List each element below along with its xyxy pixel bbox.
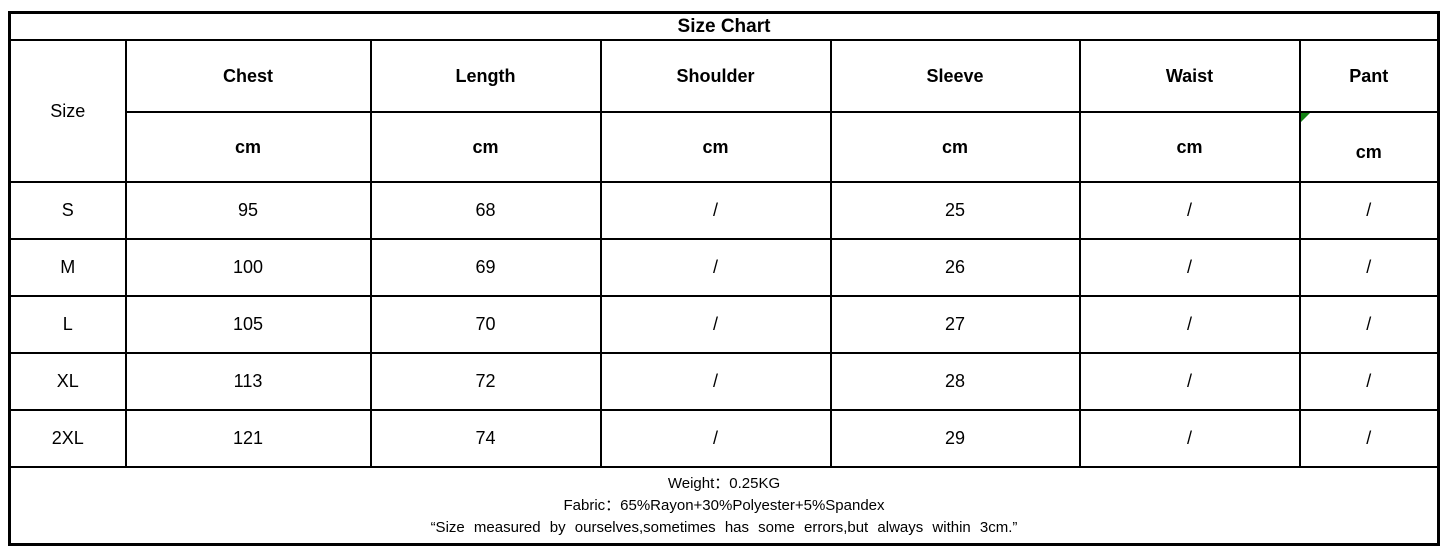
table-row-2xl: 2XL 121 74 / 29 / / (8, 409, 1440, 468)
size-cell: XL (8, 352, 127, 411)
length-value: 72 (369, 352, 602, 411)
sleeve-value: 28 (829, 352, 1081, 411)
waist-value: / (1078, 295, 1301, 354)
table-title: Size Chart (8, 11, 1440, 41)
weight-line: Weight：0.25KG (667, 474, 781, 492)
waist-value: / (1078, 352, 1301, 411)
pant-value: / (1298, 295, 1440, 354)
header-chest: Chest (124, 39, 372, 113)
size-cell: 2XL (8, 409, 127, 468)
unit-chest: cm (124, 111, 372, 183)
green-corner-marker-icon (1301, 114, 1310, 122)
table-row-xl: XL 113 72 / 28 / / (8, 352, 1440, 411)
pant-value: / (1298, 181, 1440, 240)
unit-sleeve: cm (829, 111, 1081, 183)
shoulder-value: / (599, 409, 832, 468)
waist-value: / (1078, 181, 1301, 240)
pant-value: / (1298, 238, 1440, 297)
chest-value: 113 (124, 352, 372, 411)
unit-length: cm (369, 111, 602, 183)
size-note-line: “Size measured by ourselves,sometimes ha… (430, 518, 1018, 536)
size-cell: L (8, 295, 127, 354)
unit-waist: cm (1078, 111, 1301, 183)
length-value: 74 (369, 409, 602, 468)
pant-value: / (1298, 352, 1440, 411)
footer-cell: Weight：0.25KG Fabric：65%Rayon+30%Polyest… (8, 466, 1440, 546)
pant-value: / (1298, 409, 1440, 468)
waist-value: / (1078, 238, 1301, 297)
header-shoulder: Shoulder (599, 39, 832, 113)
sleeve-value: 26 (829, 238, 1081, 297)
chest-value: 95 (124, 181, 372, 240)
waist-value: / (1078, 409, 1301, 468)
shoulder-value: / (599, 295, 832, 354)
size-cell: S (8, 181, 127, 240)
chest-value: 105 (124, 295, 372, 354)
table-row-s: S 95 68 / 25 / / (8, 181, 1440, 240)
header-length: Length (369, 39, 602, 113)
unit-row: cm cm cm cm cm cm (10, 111, 1440, 183)
header-waist: Waist (1078, 39, 1301, 113)
title-row: Size Chart (8, 11, 1440, 41)
header-pant: Pant (1298, 39, 1440, 113)
shoulder-value: / (599, 352, 832, 411)
sleeve-value: 25 (829, 181, 1081, 240)
footer-lines: Weight：0.25KG Fabric：65%Rayon+30%Polyest… (12, 469, 1437, 543)
shoulder-value: / (599, 181, 832, 240)
sleeve-value: 29 (829, 409, 1081, 468)
length-value: 69 (369, 238, 602, 297)
fabric-line: Fabric：65%Rayon+30%Polyester+5%Spandex (563, 496, 885, 514)
unit-pant-label: cm (1355, 142, 1382, 162)
length-value: 68 (369, 181, 602, 240)
header-sleeve: Sleeve (829, 39, 1081, 113)
unit-shoulder: cm (599, 111, 832, 183)
header-row: Size Chest Length Shoulder Sleeve Waist … (8, 39, 1440, 183)
chest-value: 121 (124, 409, 372, 468)
chest-value: 100 (124, 238, 372, 297)
sleeve-value: 27 (829, 295, 1081, 354)
table-row-m: M 100 69 / 26 / / (8, 238, 1440, 297)
unit-pant-cell: cm (1298, 111, 1440, 183)
header-size: Size (8, 39, 127, 183)
length-value: 70 (369, 295, 602, 354)
size-chart-table: Size Chart Size Chest Length Shoulder Sl… (8, 11, 1440, 546)
table-row-l: L 105 70 / 27 / / (8, 295, 1440, 354)
footer-row: Weight：0.25KG Fabric：65%Rayon+30%Polyest… (8, 466, 1440, 546)
size-cell: M (8, 238, 127, 297)
shoulder-value: / (599, 238, 832, 297)
